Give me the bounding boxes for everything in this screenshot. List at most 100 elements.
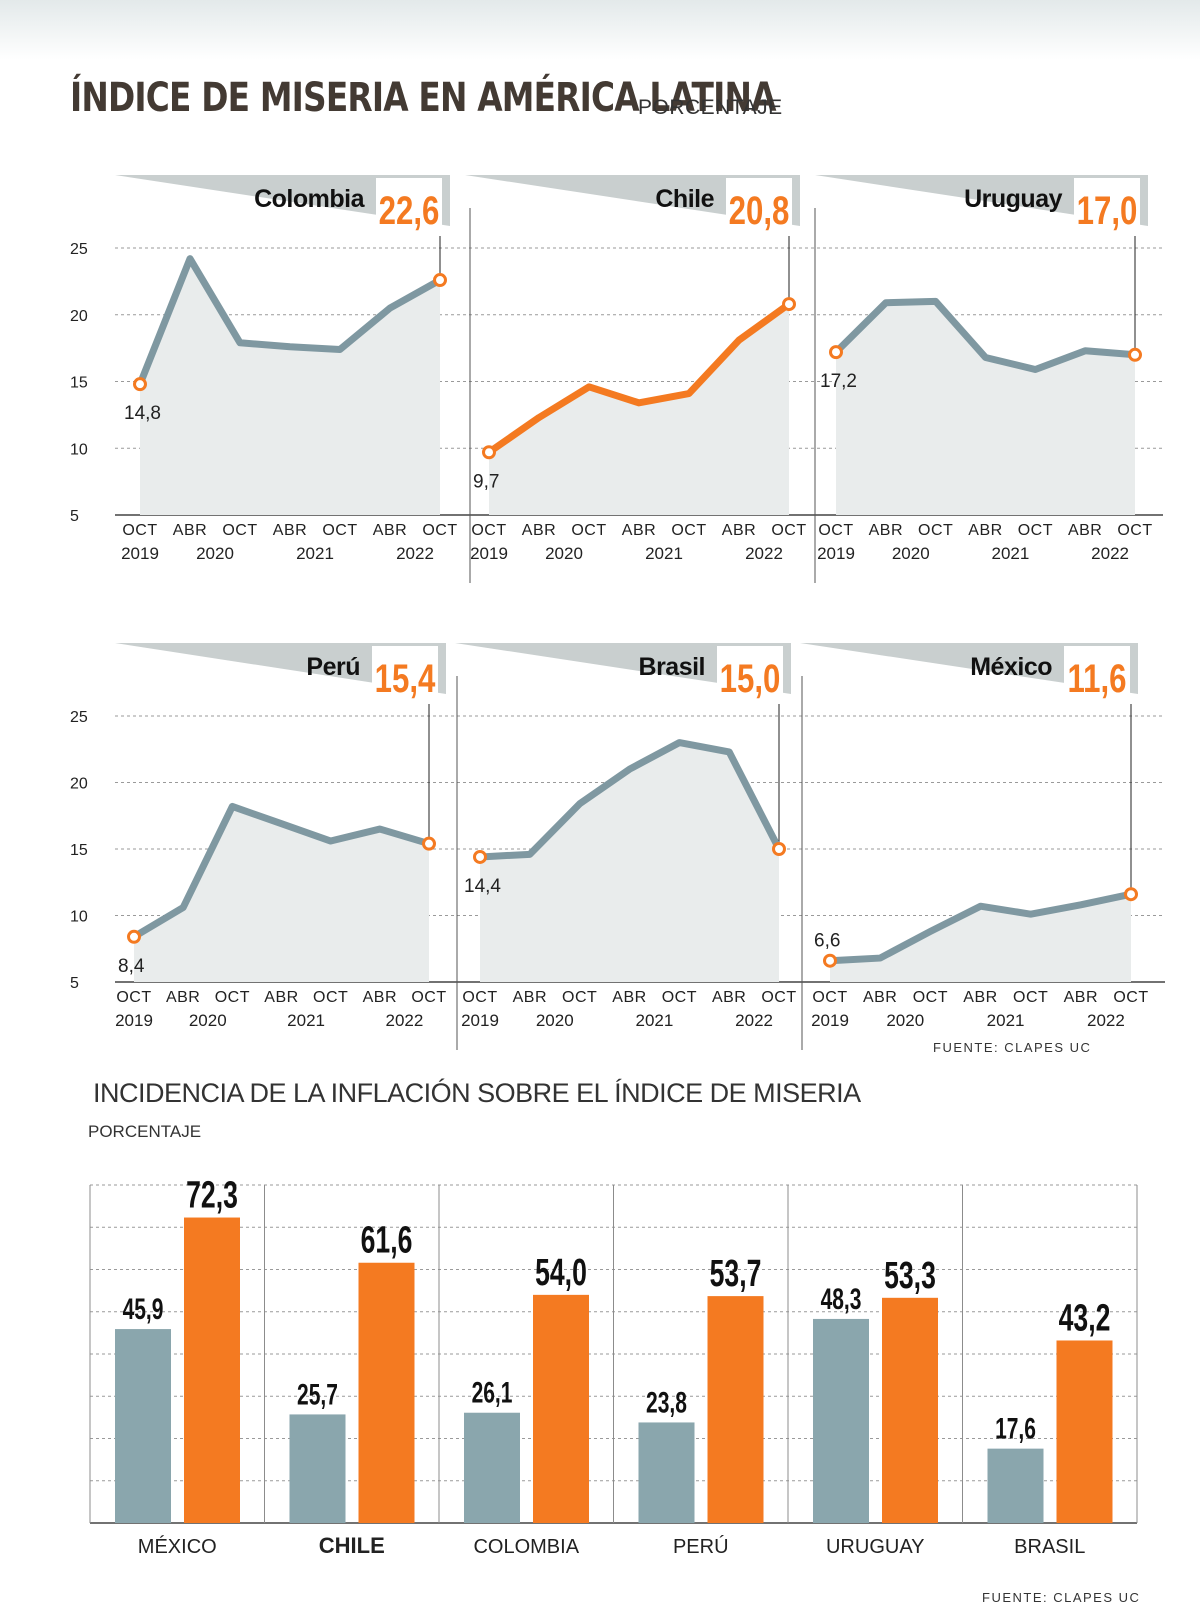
bar-category-label: COLOMBIA (473, 1536, 579, 1558)
bar (289, 1414, 346, 1523)
x-tick-label: OCT (411, 989, 446, 1006)
x-year-label: 2021 (296, 544, 334, 563)
panel-country-name: Perú (306, 653, 360, 681)
x-tick-label: OCT (771, 522, 806, 539)
x-tick-label: OCT (471, 522, 506, 539)
current-value: 20,8 (729, 188, 790, 233)
current-value-box (372, 646, 438, 704)
y-tick-label: 15 (70, 842, 88, 859)
x-tick-label: ABR (1064, 989, 1098, 1006)
panel-country-name: México (970, 653, 1052, 681)
bar (533, 1294, 589, 1523)
end-point (433, 273, 447, 288)
end-point (782, 297, 796, 312)
start-point (133, 377, 147, 392)
y-tick-label: 5 (70, 975, 79, 992)
x-year-label: 2021 (992, 544, 1030, 563)
x-tick-label: OCT (812, 989, 847, 1006)
x-tick-label: ABR (264, 989, 298, 1006)
x-tick-label: OCT (122, 522, 157, 539)
y-tick-label: 25 (70, 241, 88, 258)
series-area (480, 742, 779, 982)
panel-country-name: Colombia (254, 185, 365, 213)
current-value: 22,6 (379, 188, 440, 233)
x-year-label: 2022 (396, 544, 434, 563)
series-area (134, 806, 429, 982)
source-note-bottom: FUENTE: CLAPES UC (982, 1590, 1141, 1605)
series-line (485, 300, 793, 456)
bar-value-label: 25,7 (297, 1379, 338, 1411)
x-year-label: 2022 (1087, 1011, 1125, 1030)
series-area (830, 894, 1131, 982)
bar (1056, 1340, 1113, 1523)
x-year-label: 2019 (461, 1011, 499, 1030)
x-year-label: 2021 (636, 1011, 674, 1030)
x-year-label: 2022 (745, 544, 783, 563)
bar-value-label: 17,6 (995, 1413, 1036, 1445)
x-tick-label: ABR (963, 989, 997, 1006)
end-point (1124, 887, 1138, 902)
panel-country-name: Chile (655, 185, 714, 213)
y-tick-label: 15 (70, 375, 88, 392)
x-tick-label: ABR (363, 989, 397, 1006)
bar-chart-subtitle: PORCENTAJE (88, 1122, 202, 1141)
x-tick-label: ABR (712, 989, 746, 1006)
x-year-label: 2022 (386, 1011, 424, 1030)
bar-value-label: 45,9 (123, 1294, 164, 1326)
end-point (1128, 347, 1142, 362)
panel-banner (115, 643, 446, 694)
panel-banner (115, 175, 450, 226)
bar (638, 1422, 695, 1523)
bar (987, 1448, 1044, 1523)
x-year-label: 2020 (892, 544, 930, 563)
bar-value-label: 23,8 (646, 1387, 687, 1419)
x-tick-label: OCT (571, 522, 606, 539)
end-point (422, 836, 436, 851)
x-tick-label: ABR (612, 989, 646, 1006)
x-year-label: 2019 (470, 544, 508, 563)
x-tick-label: ABR (622, 522, 656, 539)
bar-value-label: 61,6 (361, 1218, 413, 1261)
bar-value-label: 26,1 (472, 1377, 513, 1409)
header-band (0, 0, 1200, 60)
x-tick-label: ABR (373, 522, 407, 539)
x-year-label: 2021 (987, 1011, 1025, 1030)
x-tick-label: OCT (918, 522, 953, 539)
bar-category-label: CHILE (319, 1533, 385, 1558)
x-tick-label: OCT (322, 522, 357, 539)
bar (464, 1412, 520, 1523)
bar (184, 1217, 240, 1523)
start-value-label: 14,4 (464, 876, 501, 897)
x-year-label: 2020 (536, 1011, 574, 1030)
start-point (823, 953, 837, 968)
series-area (836, 301, 1135, 515)
current-value-box (726, 178, 792, 236)
x-tick-label: ABR (722, 522, 756, 539)
series-line (476, 739, 783, 861)
source-note-top: FUENTE: CLAPES UC (933, 1040, 1092, 1055)
series-area (489, 304, 789, 515)
start-point (127, 929, 141, 944)
bar (115, 1329, 171, 1523)
y-tick-label: 10 (70, 441, 88, 458)
start-value-label: 9,7 (473, 471, 499, 492)
x-tick-label: ABR (863, 989, 897, 1006)
bar-value-label: 48,3 (821, 1283, 862, 1315)
bar-value-label: 53,3 (884, 1253, 936, 1296)
current-value-box (1064, 646, 1130, 704)
bar-category-label: PERÚ (673, 1535, 729, 1558)
start-value-label: 6,6 (814, 931, 840, 952)
start-value-label: 17,2 (820, 371, 857, 392)
x-tick-label: OCT (116, 989, 151, 1006)
x-year-label: 2019 (121, 544, 159, 563)
x-year-label: 2021 (645, 544, 683, 563)
panel-banner (815, 175, 1148, 226)
x-tick-label: OCT (422, 522, 457, 539)
current-value: 17,0 (1077, 188, 1138, 233)
current-value-box (376, 178, 442, 236)
bar-value-label: 53,7 (710, 1251, 762, 1294)
x-tick-label: ABR (1068, 522, 1102, 539)
panel-banner (455, 643, 791, 694)
x-year-label: 2020 (189, 1011, 227, 1030)
